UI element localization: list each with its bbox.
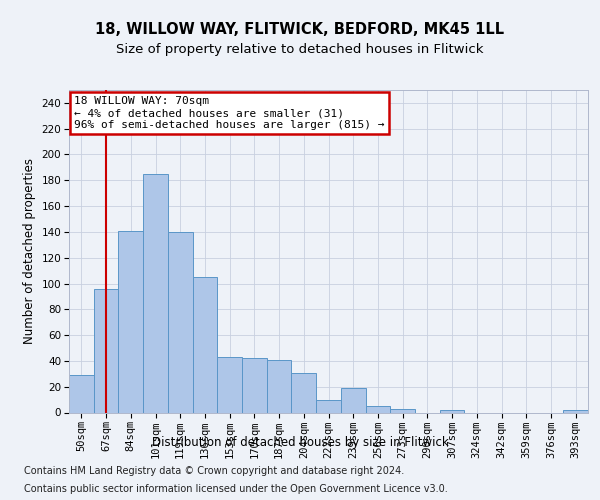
Bar (341, 388, 365, 412)
Text: Size of property relative to detached houses in Flitwick: Size of property relative to detached ho… (116, 42, 484, 56)
Bar (94, 288, 118, 412)
Bar (267, 360, 292, 412)
Text: Distribution of detached houses by size in Flitwick: Distribution of detached houses by size … (152, 436, 448, 449)
Bar (292, 372, 316, 412)
Bar (563, 410, 588, 412)
Text: 18 WILLOW WAY: 70sqm
← 4% of detached houses are smaller (31)
96% of semi-detach: 18 WILLOW WAY: 70sqm ← 4% of detached ho… (74, 96, 385, 130)
Bar (168, 232, 193, 412)
Bar (440, 410, 464, 412)
Text: Contains public sector information licensed under the Open Government Licence v3: Contains public sector information licen… (24, 484, 448, 494)
Text: Contains HM Land Registry data © Crown copyright and database right 2024.: Contains HM Land Registry data © Crown c… (24, 466, 404, 476)
Bar (242, 358, 267, 412)
Bar (69, 375, 94, 412)
Y-axis label: Number of detached properties: Number of detached properties (23, 158, 36, 344)
Bar (390, 408, 415, 412)
Bar (143, 174, 168, 412)
Bar (217, 357, 242, 412)
Text: 18, WILLOW WAY, FLITWICK, BEDFORD, MK45 1LL: 18, WILLOW WAY, FLITWICK, BEDFORD, MK45 … (95, 22, 505, 38)
Bar (365, 406, 390, 412)
Bar (316, 400, 341, 412)
Bar (193, 277, 217, 412)
Bar (118, 230, 143, 412)
